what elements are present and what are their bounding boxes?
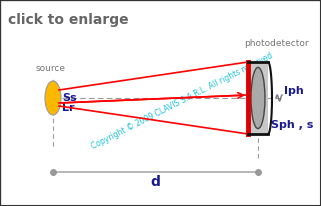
Text: Iph: Iph <box>284 86 304 96</box>
Polygon shape <box>248 62 268 134</box>
Text: Ss: Ss <box>62 93 77 103</box>
Text: click to enlarge: click to enlarge <box>8 13 129 27</box>
Ellipse shape <box>45 81 61 115</box>
Text: Sph , s: Sph , s <box>271 120 313 130</box>
Ellipse shape <box>251 67 265 129</box>
Text: Lr: Lr <box>62 103 74 113</box>
Text: Copyright © 2009 CLAVIS S.A.R.L. All rights reserved: Copyright © 2009 CLAVIS S.A.R.L. All rig… <box>90 51 274 151</box>
Text: source: source <box>36 64 66 73</box>
Text: photodetector: photodetector <box>244 39 308 48</box>
Text: d: d <box>151 175 160 189</box>
